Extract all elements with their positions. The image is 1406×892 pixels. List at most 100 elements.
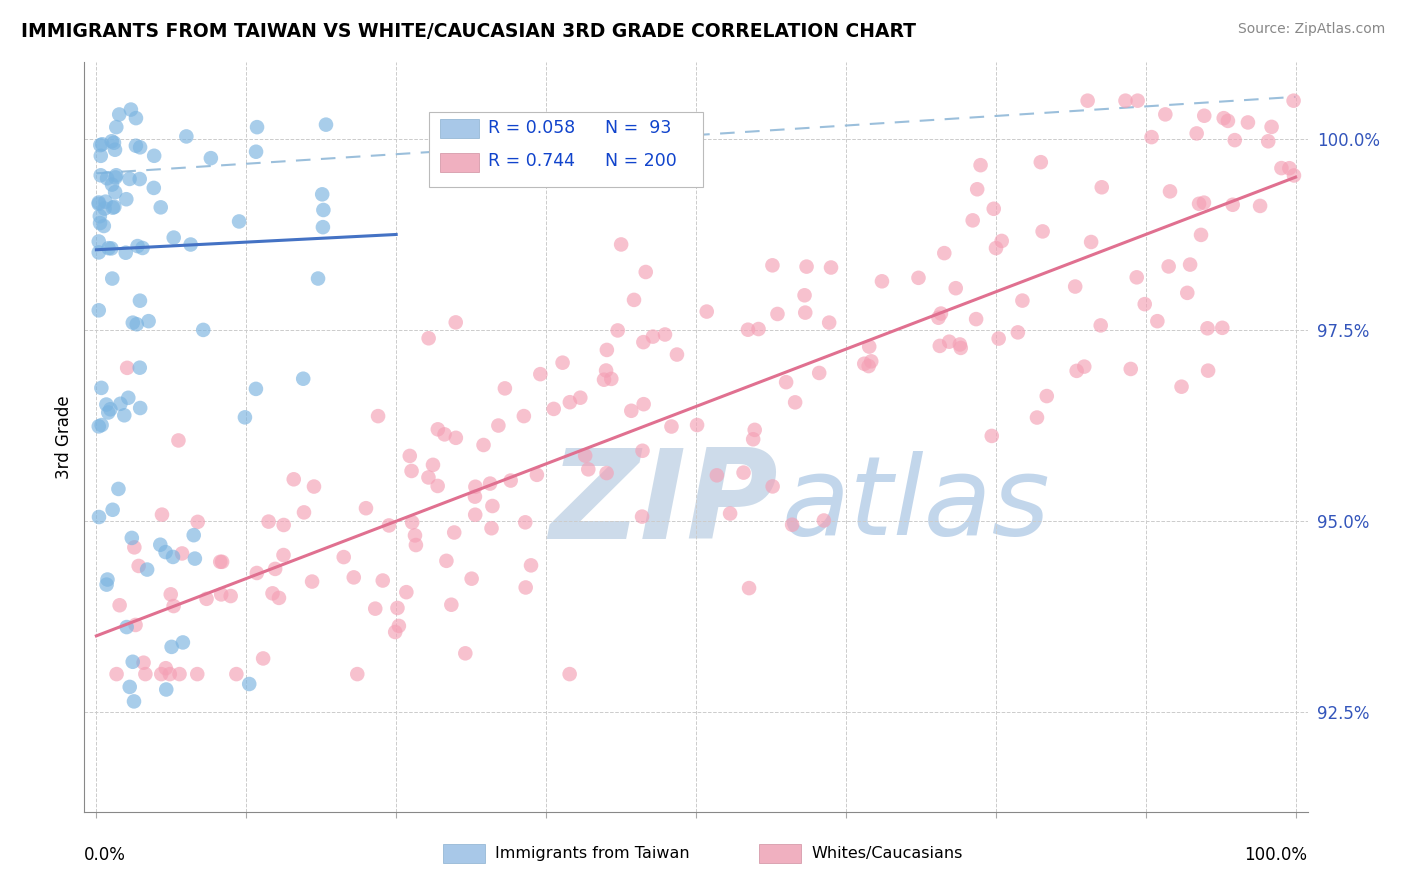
Point: [129, 140, 152, 154]
Point: [661, 419, 683, 434]
Point: [1091, 180, 1114, 194]
Point: [257, 515, 280, 529]
Point: [405, 538, 427, 552]
Point: [103, 200, 125, 214]
Point: [162, 549, 184, 564]
Point: [665, 347, 688, 361]
Point: [367, 409, 389, 423]
Point: [949, 341, 972, 355]
Point: [1249, 199, 1271, 213]
Point: [180, 237, 202, 252]
Point: [796, 260, 818, 274]
Point: [252, 651, 274, 665]
Point: [1029, 155, 1052, 169]
Point: [1114, 94, 1136, 108]
Point: [108, 107, 131, 121]
Point: [176, 129, 198, 144]
Point: [105, 168, 128, 182]
Point: [87, 235, 110, 249]
Point: [1216, 114, 1239, 128]
Point: [233, 410, 256, 425]
Point: [1194, 109, 1216, 123]
Point: [103, 136, 125, 150]
Point: [125, 138, 148, 153]
Point: [107, 482, 129, 496]
Point: [860, 354, 883, 368]
Point: [401, 516, 423, 530]
Point: [209, 587, 232, 601]
Point: [980, 429, 1002, 443]
Point: [159, 587, 181, 601]
Point: [775, 375, 797, 389]
Point: [927, 310, 949, 325]
Point: [90, 381, 112, 395]
Point: [965, 312, 987, 326]
Point: [273, 548, 295, 562]
Point: [433, 427, 456, 442]
Point: [96, 573, 118, 587]
Point: [121, 531, 143, 545]
Point: [100, 241, 122, 255]
Point: [499, 474, 522, 488]
Point: [131, 241, 153, 255]
Point: [1032, 224, 1054, 238]
Point: [818, 316, 841, 330]
Point: [620, 404, 643, 418]
Point: [1260, 120, 1282, 134]
Point: [785, 395, 807, 409]
Point: [1133, 297, 1156, 311]
Point: [101, 201, 124, 215]
Point: [200, 151, 222, 165]
Point: [633, 335, 655, 350]
Point: [346, 667, 368, 681]
Point: [143, 149, 166, 163]
Point: [436, 554, 458, 568]
Point: [949, 337, 972, 351]
Point: [479, 476, 502, 491]
Point: [813, 514, 835, 528]
Point: [929, 307, 952, 321]
Point: [307, 271, 329, 285]
Point: [987, 332, 1010, 346]
Point: [124, 618, 146, 632]
Point: [100, 134, 122, 148]
Point: [1125, 270, 1147, 285]
Point: [311, 187, 333, 202]
Point: [129, 293, 152, 308]
Point: [526, 467, 548, 482]
Point: [90, 169, 112, 183]
Y-axis label: 3rd Grade: 3rd Grade: [55, 395, 73, 479]
Point: [364, 601, 387, 615]
Point: [225, 667, 247, 681]
Point: [118, 172, 141, 186]
Point: [302, 479, 325, 493]
Point: [398, 449, 420, 463]
Point: [273, 518, 295, 533]
Point: [87, 245, 110, 260]
Point: [595, 363, 617, 377]
Point: [1140, 130, 1163, 145]
Point: [454, 646, 477, 660]
Point: [125, 318, 148, 332]
Point: [481, 499, 503, 513]
Point: [87, 197, 110, 211]
Point: [101, 178, 124, 192]
Point: [1170, 380, 1192, 394]
Point: [97, 405, 120, 419]
Point: [1257, 134, 1279, 148]
Point: [1185, 127, 1208, 141]
Point: [401, 464, 423, 478]
Point: [962, 213, 984, 227]
Point: [718, 507, 741, 521]
Point: [184, 551, 207, 566]
Point: [150, 508, 173, 522]
Point: [127, 239, 149, 253]
Point: [117, 391, 139, 405]
Point: [264, 562, 287, 576]
Point: [1154, 107, 1177, 121]
Point: [169, 667, 191, 681]
Point: [1064, 279, 1087, 293]
Point: [515, 581, 537, 595]
Point: [89, 138, 111, 153]
Point: [696, 304, 718, 318]
